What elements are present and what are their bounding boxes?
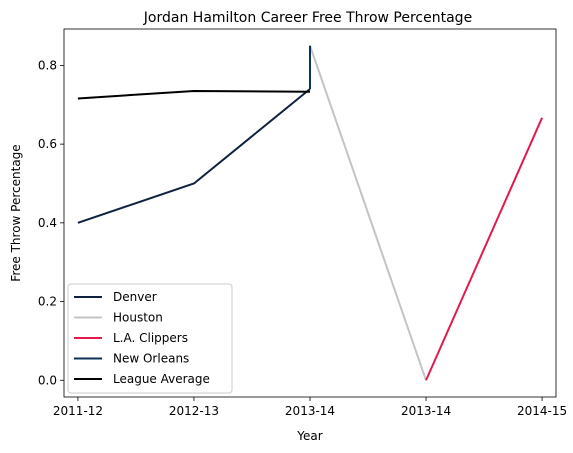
- x-axis-label: Year: [296, 429, 322, 443]
- x-tick-label: 2014-15: [517, 404, 567, 418]
- chart-title: Jordan Hamilton Career Free Throw Percen…: [143, 10, 472, 26]
- x-axis-ticks: 2011-122012-132013-142013-142014-152015-…: [53, 397, 567, 418]
- series-line-league-average: [77, 89, 311, 100]
- x-tick-label: 2013-14: [401, 404, 451, 418]
- series-line-houston: [309, 45, 427, 381]
- y-tick-label: 0.0: [38, 373, 57, 387]
- plot-frame: [63, 28, 557, 398]
- x-tick-label: 2013-14: [285, 404, 335, 418]
- legend-label: New Orleans: [113, 352, 189, 366]
- series-layer: [77, 45, 543, 381]
- y-tick-label: 0.6: [38, 137, 57, 151]
- legend: Denver Houston L.A. Clippers New Orleans Lea…: [67, 283, 233, 394]
- legend-label: League Average: [113, 372, 210, 386]
- series-line-denver: [77, 88, 311, 224]
- y-tick-label: 0.8: [38, 58, 57, 72]
- y-tick-label: 0.4: [38, 216, 57, 230]
- legend-label: Denver: [113, 290, 157, 304]
- x-tick-label: 2011-12: [53, 404, 103, 418]
- x-tick-label: 2012-13: [169, 404, 219, 418]
- y-tick-label: 0.2: [38, 295, 57, 309]
- legend-box: [67, 283, 233, 394]
- series-line-l-a-clippers: [425, 117, 543, 381]
- y-axis-label: Free Throw Percentage: [9, 144, 23, 281]
- y-axis-ticks: 0.0 0.2 0.4 0.6 0.8: [38, 58, 64, 387]
- legend-label: L.A. Clippers: [113, 331, 188, 345]
- legend-label: Houston: [113, 311, 163, 325]
